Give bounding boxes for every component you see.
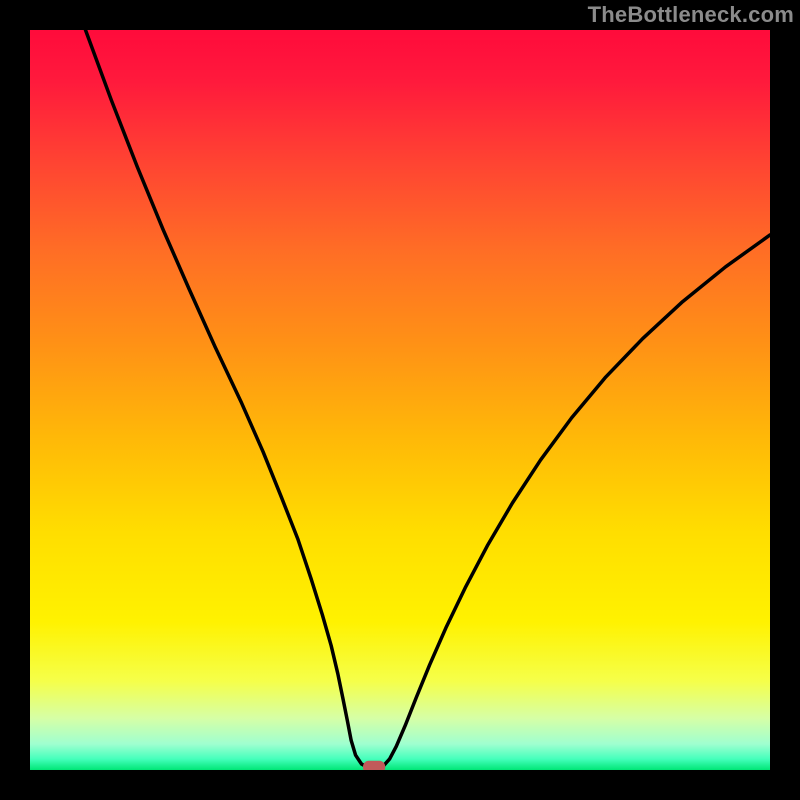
optimal-point-marker	[363, 761, 385, 770]
watermark-text: TheBottleneck.com	[588, 2, 794, 28]
plot-area	[30, 30, 770, 770]
chart-frame: TheBottleneck.com	[0, 0, 800, 800]
bottleneck-curve-chart	[30, 30, 770, 770]
gradient-background	[30, 30, 770, 770]
